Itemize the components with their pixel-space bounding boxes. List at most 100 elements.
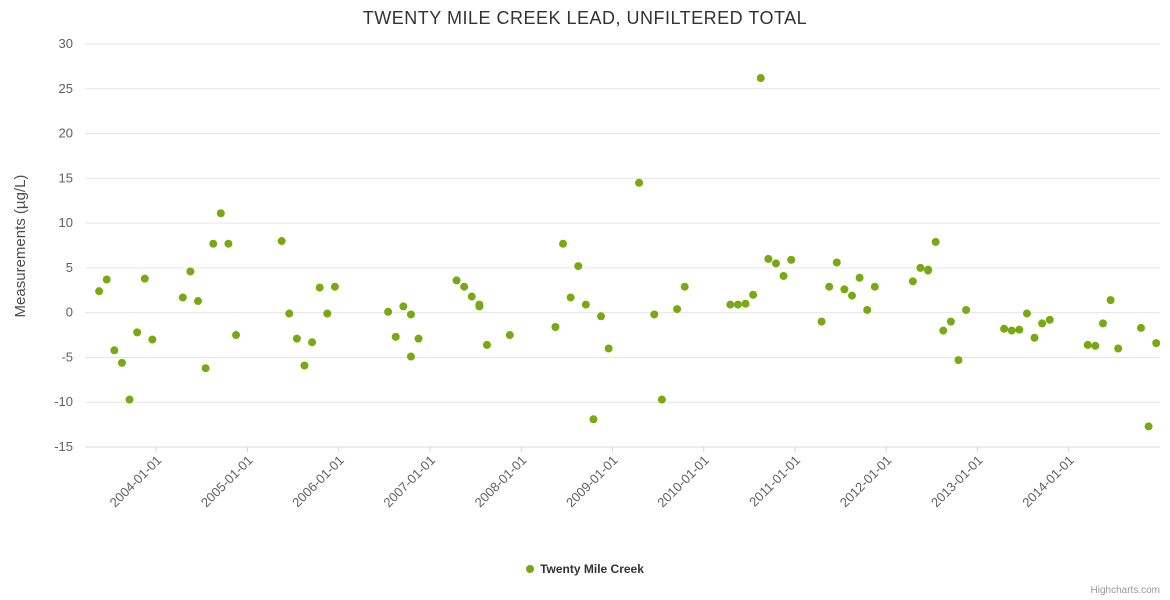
data-point[interactable] — [505, 331, 514, 340]
data-point[interactable] — [771, 259, 780, 268]
data-point[interactable] — [277, 237, 286, 246]
data-point[interactable] — [726, 300, 735, 309]
x-axis-tick-label: 2007-01-01 — [380, 453, 438, 511]
data-point[interactable] — [1045, 315, 1054, 324]
data-point[interactable] — [559, 239, 568, 248]
data-point[interactable] — [1030, 333, 1039, 342]
data-point[interactable] — [414, 334, 423, 343]
data-point[interactable] — [1083, 340, 1092, 349]
data-point[interactable] — [840, 285, 849, 294]
data-point[interactable] — [574, 262, 583, 271]
data-point[interactable] — [148, 335, 157, 344]
y-axis-tick-label: 15 — [59, 170, 73, 185]
data-point[interactable] — [863, 305, 872, 314]
data-point[interactable] — [597, 312, 606, 321]
data-point[interactable] — [323, 309, 332, 318]
data-point[interactable] — [764, 254, 773, 263]
data-point[interactable] — [391, 332, 400, 341]
data-point[interactable] — [1015, 325, 1024, 334]
data-point[interactable] — [749, 290, 758, 299]
y-axis-tick-label: 30 — [59, 36, 73, 51]
data-point[interactable] — [566, 293, 575, 302]
data-point[interactable] — [1091, 341, 1100, 350]
data-point[interactable] — [1038, 319, 1047, 328]
x-axis-tick-label: 2005-01-01 — [198, 453, 256, 511]
data-point[interactable] — [102, 275, 111, 284]
data-point[interactable] — [285, 309, 294, 318]
data-point[interactable] — [224, 239, 233, 248]
data-point[interactable] — [855, 273, 864, 282]
data-point[interactable] — [908, 277, 917, 286]
data-point[interactable] — [482, 340, 491, 349]
data-point[interactable] — [1007, 326, 1016, 335]
data-point[interactable] — [330, 282, 339, 291]
data-point[interactable] — [1022, 309, 1031, 318]
legend[interactable]: Twenty Mile Creek — [0, 562, 1170, 576]
data-point[interactable] — [939, 326, 948, 335]
data-point[interactable] — [589, 415, 598, 424]
data-point[interactable] — [110, 346, 119, 355]
data-point[interactable] — [209, 239, 218, 248]
data-point[interactable] — [315, 283, 324, 292]
data-point[interactable] — [1152, 339, 1161, 348]
y-axis-tick-label: 20 — [59, 126, 73, 141]
data-point[interactable] — [201, 364, 210, 373]
data-point[interactable] — [452, 276, 461, 285]
data-point[interactable] — [870, 282, 879, 291]
data-point[interactable] — [1106, 296, 1115, 305]
data-point[interactable] — [779, 271, 788, 280]
data-point[interactable] — [962, 305, 971, 314]
data-point[interactable] — [635, 178, 644, 187]
data-point[interactable] — [292, 334, 301, 343]
data-point[interactable] — [1144, 422, 1153, 431]
data-point[interactable] — [954, 356, 963, 365]
legend-item-label[interactable]: Twenty Mile Creek — [540, 562, 644, 576]
data-point[interactable] — [178, 293, 187, 302]
data-point[interactable] — [931, 237, 940, 246]
data-point[interactable] — [399, 302, 408, 311]
data-point[interactable] — [848, 291, 857, 300]
data-point[interactable] — [916, 263, 925, 272]
data-point[interactable] — [125, 395, 134, 404]
data-point[interactable] — [673, 305, 682, 314]
y-axis-tick-label: 5 — [66, 260, 73, 275]
data-point[interactable] — [832, 258, 841, 267]
data-point[interactable] — [186, 267, 195, 276]
data-point[interactable] — [825, 282, 834, 291]
data-point[interactable] — [95, 287, 104, 296]
data-point[interactable] — [117, 358, 126, 367]
data-point[interactable] — [216, 209, 225, 218]
data-point[interactable] — [787, 255, 796, 264]
data-point[interactable] — [657, 395, 666, 404]
data-point[interactable] — [232, 331, 241, 340]
y-axis-tick-label: -15 — [54, 439, 73, 454]
data-point[interactable] — [1000, 324, 1009, 333]
data-point[interactable] — [406, 352, 415, 361]
data-point[interactable] — [1098, 319, 1107, 328]
data-point[interactable] — [133, 328, 142, 337]
data-point[interactable] — [551, 322, 560, 331]
data-point[interactable] — [741, 299, 750, 308]
data-point[interactable] — [581, 300, 590, 309]
highcharts-credits-link[interactable]: Highcharts.com — [1090, 585, 1160, 596]
data-point[interactable] — [756, 74, 765, 83]
data-point[interactable] — [604, 344, 613, 353]
data-point[interactable] — [733, 300, 742, 309]
data-point[interactable] — [308, 338, 317, 347]
data-point[interactable] — [384, 307, 393, 316]
data-point[interactable] — [300, 361, 309, 370]
data-point[interactable] — [1136, 323, 1145, 332]
data-point[interactable] — [650, 310, 659, 319]
data-point[interactable] — [680, 282, 689, 291]
data-point[interactable] — [946, 317, 955, 326]
data-point[interactable] — [140, 274, 149, 283]
data-point[interactable] — [1114, 344, 1123, 353]
data-point[interactable] — [194, 297, 203, 306]
data-point[interactable] — [817, 317, 826, 326]
data-point[interactable] — [467, 292, 476, 301]
data-point[interactable] — [406, 310, 415, 319]
data-point[interactable] — [924, 265, 933, 274]
data-point[interactable] — [475, 300, 484, 309]
data-point[interactable] — [460, 282, 469, 291]
